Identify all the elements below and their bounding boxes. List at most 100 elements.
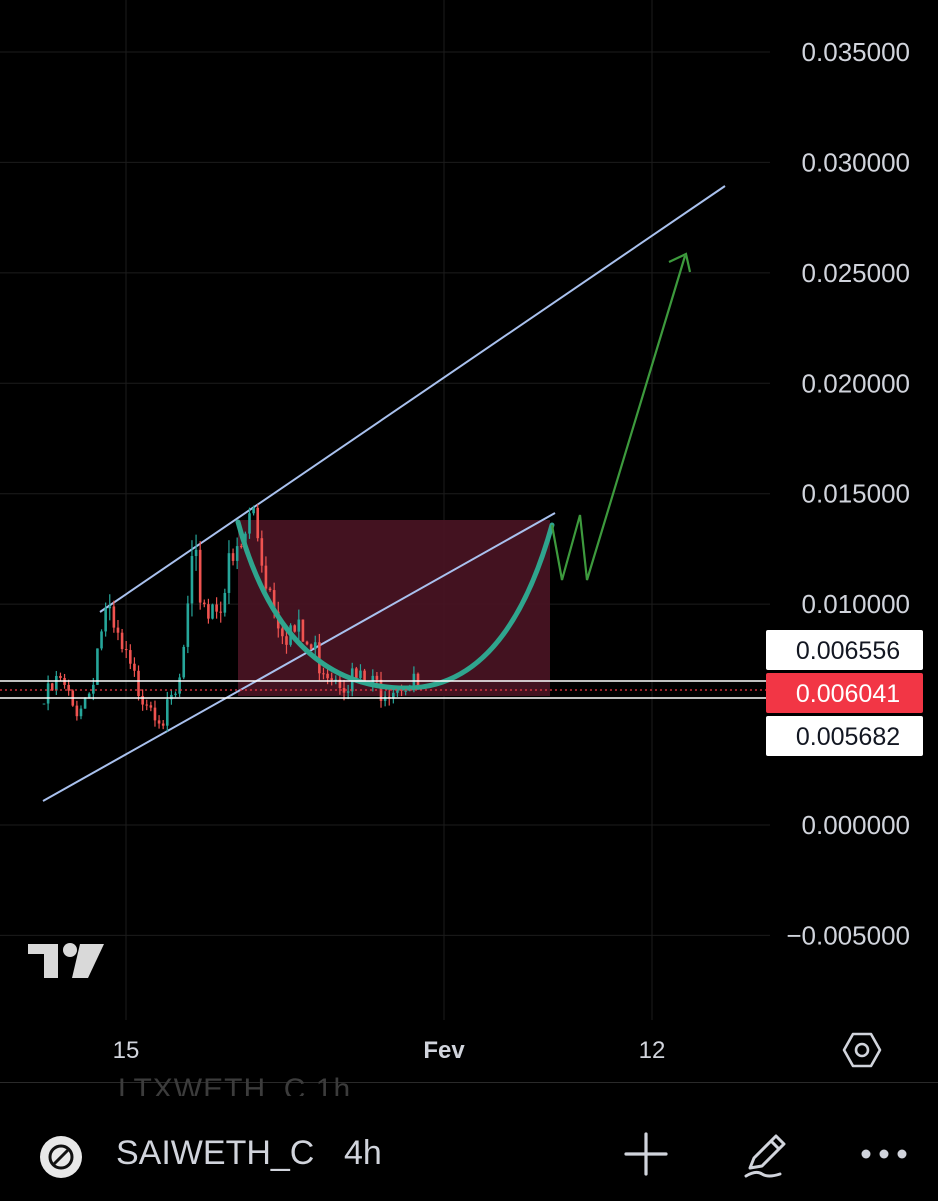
drawing-tools-button[interactable] [740,1128,792,1180]
candle-body [83,697,87,709]
price-label-last: 0.006041 [796,680,900,708]
candle-body [404,690,407,692]
candle-body [186,603,190,647]
candle-body [264,565,268,589]
candle-body [112,606,116,628]
y-axis-tick-label: 0.030000 [802,147,910,177]
candle-body [79,708,83,717]
candle-body [100,631,103,649]
candle-body [92,684,95,694]
candle-body [338,679,342,688]
candle-body [227,553,231,593]
more-button[interactable] [858,1128,910,1180]
candle-body [145,704,149,706]
candle-body [198,549,202,603]
chart-settings-button[interactable] [842,1030,882,1070]
symbol-logo-icon[interactable] [40,1136,82,1178]
candle-body [342,687,346,693]
candle-body [326,673,329,679]
candle-body [359,670,362,678]
tradingview-logo-icon [28,943,104,978]
price-label-box-low [766,716,923,756]
cup-target-zone [238,520,550,696]
candle-body [50,683,54,691]
candle-body [301,619,305,642]
y-axis-tick-label: 0.000000 [802,810,910,840]
candle-body [137,670,140,697]
candle-body [141,696,144,705]
candle-body [87,693,91,698]
price-label-low: 0.005682 [796,723,900,751]
price-chart[interactable]: 0.035000 0.030000 0.025000 0.020000 0.015000… [0,0,938,1082]
candle-body [281,628,284,637]
candle-body [252,507,255,514]
candle-body [313,642,317,649]
y-axis-tick-label: 0.015000 [802,479,910,509]
more-icon [861,1149,907,1159]
candle-body [235,546,239,561]
candle-body [219,611,223,613]
y-axis-tick-label: 0.010000 [802,589,910,619]
y-axis-tick-label: 0.020000 [802,368,910,398]
symbol-glyph [48,1144,74,1170]
x-axis-tick-label: 15 [113,1037,140,1064]
interval-selector[interactable]: 4h [344,1134,382,1172]
x-axis-tick-label: Fev [423,1037,465,1064]
candle-body [202,602,206,605]
candle-body [157,720,161,724]
candle-body [149,705,153,708]
candle-body [318,642,321,674]
candle-body [59,675,62,678]
candle-body [322,673,325,675]
candle-body [67,684,70,691]
candle-body [383,696,387,701]
cup-curve[interactable] [235,519,555,691]
candle-body [223,592,227,613]
candle-body [396,689,399,693]
candle-body [129,650,132,664]
candle-body [174,693,177,695]
candle-body [392,692,395,699]
channel-lower-line[interactable] [42,512,556,802]
candle-body [211,604,214,619]
candle-body [96,648,99,685]
projection-path[interactable] [550,255,687,581]
candle-body [260,538,264,566]
candle-body [355,668,358,678]
candle-body [297,619,301,632]
candle-body [108,606,112,609]
price-label-box-last [766,673,923,713]
candle-body [375,675,379,680]
candle-body [309,644,313,649]
candle-body [46,683,50,704]
candle-body [120,632,124,650]
candle-body [153,707,157,721]
symbol-name[interactable]: SAIWETH_C [116,1134,315,1172]
candle-body [215,604,218,612]
candle-body [182,646,186,678]
add-button[interactable] [620,1128,672,1180]
candle-body [207,604,210,619]
candle-body [116,627,120,633]
candle-body [248,513,251,534]
y-axis-tick-label: 0.025000 [802,258,910,288]
chart-area[interactable]: 0.035000 0.030000 0.025000 0.020000 0.015000… [0,0,938,1082]
candle-body [133,663,136,671]
candle-body [293,625,297,632]
pencil-icon [744,1134,786,1178]
candle-body [170,694,173,700]
x-axis-tick-label: 12 [639,1037,666,1064]
channel-upper-line[interactable] [99,185,726,613]
candle-body [334,679,338,681]
candle-body [194,549,198,557]
candle-body [272,590,276,612]
price-label-box-high [766,630,923,670]
previous-symbol-ghost: LTXWETH_C 1h [118,1073,352,1096]
candle-body [165,699,169,726]
candle-body [305,641,309,645]
candle-body [330,678,333,680]
candle-body [178,677,181,694]
price-label-high: 0.006556 [796,637,900,665]
candle-body [363,670,366,682]
y-axis-tick-label: 0.035000 [802,37,910,67]
